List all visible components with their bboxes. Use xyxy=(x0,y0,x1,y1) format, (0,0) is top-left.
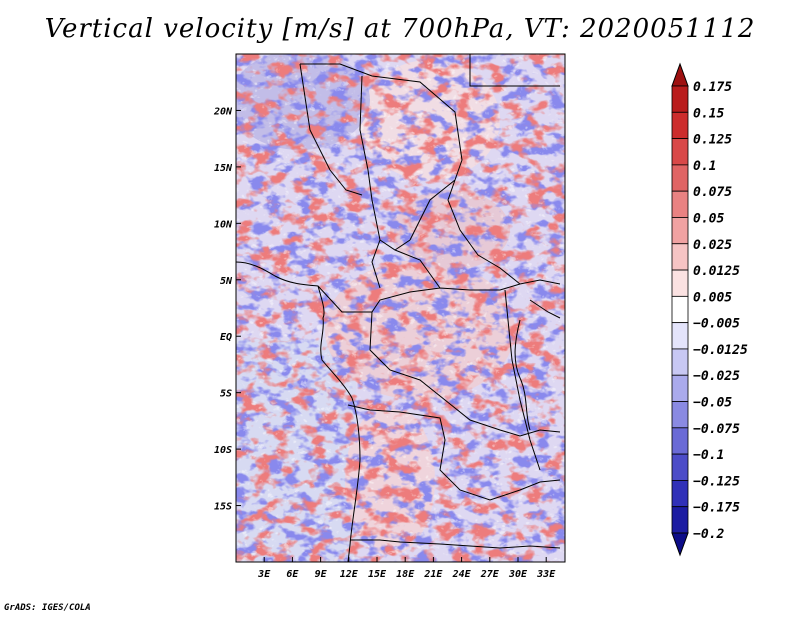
colorbar-label: 0.0125 xyxy=(693,264,740,279)
colorbar-swatch xyxy=(671,348,689,376)
lat-tick-label: 5N xyxy=(220,276,233,287)
lon-tick-label: 9E xyxy=(315,569,328,580)
colorbar-swatch xyxy=(671,453,689,481)
colorbar-label: −0.005 xyxy=(693,317,740,332)
colorbar-label: −0.1 xyxy=(693,448,724,463)
colorbar-label: 0.175 xyxy=(693,80,732,95)
lon-tick-label: 33E xyxy=(536,569,556,580)
lon-tick-label: 21E xyxy=(423,569,443,580)
colorbar-label: 0.1 xyxy=(693,159,716,174)
colorbar-label: −0.125 xyxy=(693,474,740,489)
colorbar-swatch xyxy=(671,62,689,87)
colorbar-swatch xyxy=(671,85,689,113)
lat-tick-label: 5S xyxy=(220,389,232,400)
colorbar-label: 0.005 xyxy=(693,290,732,305)
latitude-axis: 20N 15N 10N 5N EQ 5S 10S 15S xyxy=(213,106,241,513)
colorbar-swatch xyxy=(671,374,689,402)
software-credit: GrADS: IGES/COLA xyxy=(4,603,91,613)
colorbar-label: −0.025 xyxy=(693,369,740,384)
colorbar-swatch xyxy=(671,269,689,297)
colorbar-swatch xyxy=(671,506,689,534)
colorbar-swatch xyxy=(671,295,689,324)
colorbar-label: 0.15 xyxy=(693,106,724,121)
colorbar-label: 0.025 xyxy=(693,238,732,253)
chart-title: Vertical velocity [m/s] at 700hPa, VT: 2… xyxy=(44,14,756,44)
lon-tick-label: 18E xyxy=(396,569,415,580)
colorbar-label: 0.075 xyxy=(693,185,732,200)
colorbar-swatch xyxy=(671,138,689,166)
lon-tick-label: 12E xyxy=(340,569,359,580)
colorbar-swatch xyxy=(671,111,689,139)
colorbar-label: 0.125 xyxy=(693,133,732,148)
lon-tick-label: 30E xyxy=(508,569,528,580)
lon-tick-label: 27E xyxy=(480,569,500,580)
lon-tick-label: 6E xyxy=(286,569,299,580)
longitude-axis: 3E 6E 9E 12E 15E 18E 21E 24E 27E 30E 33E xyxy=(257,557,556,580)
colorbar-label: −0.2 xyxy=(693,527,724,542)
lat-tick-label: EQ xyxy=(220,332,232,343)
colorbar-swatch xyxy=(671,217,689,245)
lon-tick-label: 24E xyxy=(452,569,472,580)
colorbar: 0.175 0.15 0.125 0.1 0.075 0.05 0.025 0.0125 0.0… xyxy=(671,62,748,557)
velocity-field xyxy=(236,54,565,562)
colorbar-swatch xyxy=(671,532,689,557)
lat-tick-label: 15S xyxy=(214,502,232,513)
lat-tick-label: 10S xyxy=(214,445,232,456)
coastlines-and-borders xyxy=(236,54,561,562)
plot-frame xyxy=(235,53,566,563)
colorbar-label: −0.0125 xyxy=(693,343,748,358)
colorbar-swatch xyxy=(671,164,689,192)
colorbar-label: −0.175 xyxy=(693,501,740,516)
colorbar-swatch xyxy=(671,480,689,508)
colorbar-swatch xyxy=(671,190,689,218)
lat-tick-label: 10N xyxy=(214,219,233,230)
lat-tick-label: 20N xyxy=(213,106,233,117)
lat-tick-label: 15N xyxy=(214,163,233,174)
lon-tick-label: 3E xyxy=(257,569,271,580)
colorbar-swatch xyxy=(671,401,689,429)
colorbar-label: −0.05 xyxy=(693,396,732,411)
colorbar-label: 0.05 xyxy=(693,211,724,226)
colorbar-swatch xyxy=(671,427,689,455)
lon-tick-label: 15E xyxy=(368,569,387,580)
colorbar-swatch xyxy=(671,243,689,271)
colorbar-label: −0.075 xyxy=(693,422,740,437)
colorbar-swatch xyxy=(671,322,689,350)
